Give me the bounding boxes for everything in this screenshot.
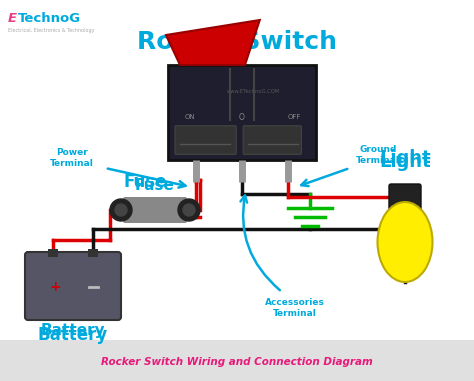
Text: TechnoG: TechnoG: [18, 11, 81, 24]
Ellipse shape: [377, 202, 432, 282]
Circle shape: [115, 204, 127, 216]
Text: www.ETechnoG.COM: www.ETechnoG.COM: [227, 89, 281, 94]
FancyBboxPatch shape: [243, 126, 301, 154]
Bar: [168, 65, 316, 160]
FancyBboxPatch shape: [175, 126, 236, 154]
Text: Rocker Switch Wiring and Connection Diagram: Rocker Switch Wiring and Connection Diag…: [101, 357, 373, 367]
Text: Battery: Battery: [41, 323, 105, 338]
Text: +: +: [49, 280, 61, 294]
Bar: [48, 249, 58, 257]
Polygon shape: [166, 20, 260, 65]
Bar: [88, 249, 98, 257]
Circle shape: [183, 204, 195, 216]
Text: Fuse: Fuse: [135, 178, 175, 192]
Text: Ground
Terminal: Ground Terminal: [356, 145, 400, 165]
FancyBboxPatch shape: [123, 197, 187, 223]
Bar: [0, 340, 474, 381]
FancyBboxPatch shape: [389, 184, 421, 210]
Text: Light: Light: [379, 153, 431, 171]
Text: Light: Light: [379, 149, 431, 167]
Circle shape: [178, 199, 200, 221]
Text: Accessories
Terminal: Accessories Terminal: [265, 298, 325, 319]
Text: OFF: OFF: [287, 114, 301, 120]
Text: Electrical, Electronics & Technology: Electrical, Electronics & Technology: [8, 27, 94, 32]
Text: Fuse: Fuse: [123, 173, 167, 191]
Circle shape: [110, 199, 132, 221]
Text: Power
Terminal: Power Terminal: [50, 147, 94, 168]
Text: E: E: [8, 11, 17, 24]
Text: Rocker Switch: Rocker Switch: [137, 30, 337, 54]
Text: O: O: [239, 113, 245, 122]
Text: ON: ON: [185, 114, 195, 120]
FancyBboxPatch shape: [25, 252, 121, 320]
Text: Battery: Battery: [38, 326, 108, 344]
